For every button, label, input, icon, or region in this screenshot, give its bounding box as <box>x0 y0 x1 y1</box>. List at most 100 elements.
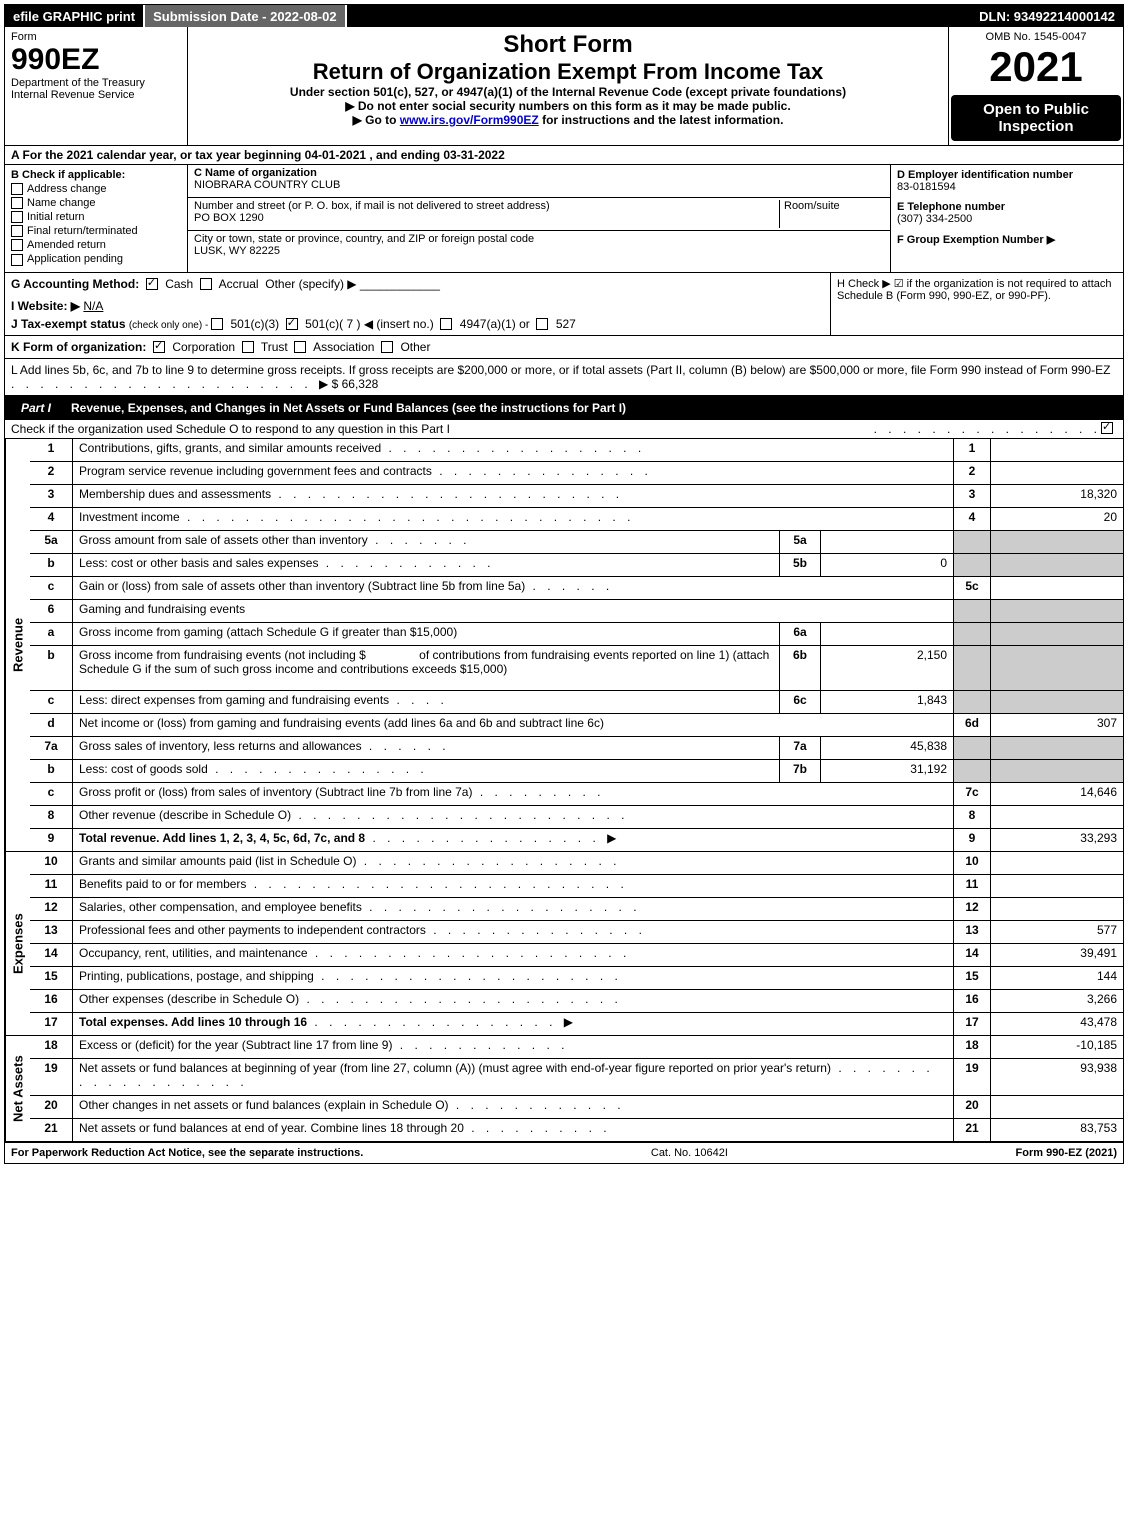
under-section: Under section 501(c), 527, or 4947(a)(1)… <box>194 85 942 99</box>
line-6a-desc: Gross income from gaming (attach Schedul… <box>73 623 779 645</box>
line-6b-num: b <box>30 646 73 690</box>
line-7b-desc: Less: cost of goods sold . . . . . . . .… <box>73 760 779 782</box>
checkbox-application-pending[interactable] <box>11 254 23 266</box>
checkbox-accrual[interactable] <box>200 278 212 290</box>
part-i-check-text: Check if the organization used Schedule … <box>11 422 874 436</box>
j-opt4: 527 <box>556 317 576 331</box>
checkbox-cash[interactable] <box>146 278 158 290</box>
line-5a-subval <box>820 531 953 553</box>
line-6b-subval: 2,150 <box>820 646 953 690</box>
h-text: H Check ▶ ☑ if the organization is not r… <box>837 278 1112 302</box>
d-label: D Employer identification number <box>897 169 1073 181</box>
j-small: (check only one) - <box>129 320 211 331</box>
checkbox-amended-return[interactable] <box>11 239 23 251</box>
form-id-block: Form 990EZ Department of the Treasury In… <box>5 27 188 145</box>
checkbox-association[interactable] <box>294 341 306 353</box>
department: Department of the Treasury <box>11 77 181 89</box>
checkbox-4947[interactable] <box>440 318 452 330</box>
submission-date: Submission Date - 2022-08-02 <box>145 5 347 27</box>
line-4-num: 4 <box>30 508 73 530</box>
line-1-val <box>990 439 1123 461</box>
line-6a-box-shaded <box>953 623 990 645</box>
goto-link[interactable]: www.irs.gov/Form990EZ <box>400 113 539 127</box>
line-11-num: 11 <box>30 875 73 897</box>
expenses-section: Expenses 10Grants and similar amounts pa… <box>5 852 1123 1036</box>
section-bcdef: B Check if applicable: Address change Na… <box>5 165 1123 273</box>
line-21-num: 21 <box>30 1119 73 1141</box>
line-6-desc: Gaming and fundraising events <box>73 600 953 622</box>
line-6c-val-shaded <box>990 691 1123 713</box>
line-4-box: 4 <box>953 508 990 530</box>
website-value: N/A <box>83 299 103 313</box>
l-text: L Add lines 5b, 6c, and 7b to line 9 to … <box>11 363 1110 377</box>
footer-form-ref: Form 990-EZ (2021) <box>1016 1147 1117 1159</box>
line-5c-desc: Gain or (loss) from sale of assets other… <box>73 577 953 599</box>
line-1-desc: Contributions, gifts, grants, and simila… <box>73 439 953 461</box>
efile-print[interactable]: efile GRAPHIC print <box>5 5 145 27</box>
part-i-label: Part I <box>11 399 61 417</box>
dln-number: DLN: 93492214000142 <box>971 5 1123 27</box>
line-6-box-shaded <box>953 600 990 622</box>
line-10-box: 10 <box>953 852 990 874</box>
checkbox-527[interactable] <box>536 318 548 330</box>
e-label: E Telephone number <box>897 201 1005 213</box>
city-value: LUSK, WY 82225 <box>194 245 884 257</box>
line-2-val <box>990 462 1123 484</box>
line-7b-subval: 31,192 <box>820 760 953 782</box>
line-15-desc: Printing, publications, postage, and shi… <box>73 967 953 989</box>
line-13-num: 13 <box>30 921 73 943</box>
line-7b-val-shaded <box>990 760 1123 782</box>
title-center: Short Form Return of Organization Exempt… <box>188 27 948 145</box>
line-20-box: 20 <box>953 1096 990 1118</box>
g-cash: Cash <box>165 277 193 291</box>
top-bar: efile GRAPHIC print Submission Date - 20… <box>5 5 1123 27</box>
net-assets-section: Net Assets 18Excess or (deficit) for the… <box>5 1036 1123 1143</box>
line-6d-num: d <box>30 714 73 736</box>
checkbox-corporation[interactable] <box>153 341 165 353</box>
revenue-section: Revenue 1Contributions, gifts, grants, a… <box>5 439 1123 852</box>
col-def: D Employer identification number 83-0181… <box>891 165 1123 272</box>
revenue-vertical-label: Revenue <box>5 439 30 851</box>
checkbox-initial-return[interactable] <box>11 211 23 223</box>
line-8-desc: Other revenue (describe in Schedule O) .… <box>73 806 953 828</box>
line-19-num: 19 <box>30 1059 73 1095</box>
line-2-desc: Program service revenue including govern… <box>73 462 953 484</box>
line-14-num: 14 <box>30 944 73 966</box>
tax-year: 2021 <box>951 43 1121 91</box>
line-6-num: 6 <box>30 600 73 622</box>
line-14-box: 14 <box>953 944 990 966</box>
line-10-val <box>990 852 1123 874</box>
open-to-public: Open to Public Inspection <box>951 95 1121 141</box>
checkbox-address-change[interactable] <box>11 183 23 195</box>
checkbox-other-org[interactable] <box>381 341 393 353</box>
line-5a-subbox: 5a <box>779 531 820 553</box>
checkbox-name-change[interactable] <box>11 197 23 209</box>
line-5a-num: 5a <box>30 531 73 553</box>
line-18-num: 18 <box>30 1036 73 1058</box>
l-amount: ▶ $ 66,328 <box>319 377 378 391</box>
footer-catalog: Cat. No. 10642I <box>651 1147 728 1159</box>
goto-prefix: ▶ Go to <box>353 113 400 127</box>
g-accrual: Accrual <box>219 277 259 291</box>
line-11-box: 11 <box>953 875 990 897</box>
line-6a-subval <box>820 623 953 645</box>
checkbox-trust[interactable] <box>242 341 254 353</box>
line-10-num: 10 <box>30 852 73 874</box>
omb-number: OMB No. 1545-0047 <box>951 31 1121 43</box>
line-21-val: 83,753 <box>990 1119 1123 1141</box>
g-other: Other (specify) ▶ <box>265 277 356 291</box>
checkbox-schedule-o[interactable] <box>1101 422 1113 434</box>
line-7c-val: 14,646 <box>990 783 1123 805</box>
checkbox-501c[interactable] <box>286 318 298 330</box>
checkbox-501c3[interactable] <box>211 318 223 330</box>
line-2-num: 2 <box>30 462 73 484</box>
line-7a-desc: Gross sales of inventory, less returns a… <box>73 737 779 759</box>
line-6a-num: a <box>30 623 73 645</box>
footer-row: For Paperwork Reduction Act Notice, see … <box>5 1143 1123 1163</box>
short-form-title: Short Form <box>194 31 942 59</box>
title-block: Form 990EZ Department of the Treasury In… <box>5 27 1123 146</box>
line-17-box: 17 <box>953 1013 990 1035</box>
form-container: efile GRAPHIC print Submission Date - 20… <box>4 4 1124 1164</box>
street-label: Number and street (or P. O. box, if mail… <box>194 200 779 212</box>
checkbox-final-return[interactable] <box>11 225 23 237</box>
